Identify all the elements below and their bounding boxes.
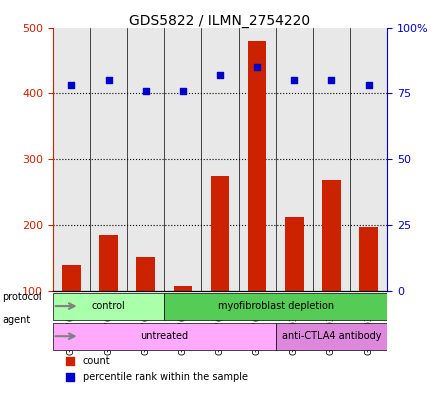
Bar [173, 286, 192, 357]
FancyBboxPatch shape [276, 323, 387, 350]
Bar [285, 217, 304, 357]
FancyBboxPatch shape [164, 292, 387, 320]
Text: untreated: untreated [140, 331, 188, 341]
Text: myofibroblast depletion: myofibroblast depletion [218, 301, 334, 311]
Point [105, 77, 112, 83]
Point [368, 288, 375, 294]
FancyBboxPatch shape [53, 323, 276, 350]
Text: protocol: protocol [2, 292, 42, 302]
Bar [99, 235, 118, 357]
Point [180, 88, 187, 94]
Point [253, 64, 260, 70]
Text: GDS5822 / ILMN_2754220: GDS5822 / ILMN_2754220 [129, 14, 311, 28]
Text: count: count [83, 356, 110, 366]
Point [142, 88, 149, 94]
Text: control: control [92, 301, 125, 311]
Point [291, 77, 298, 83]
Point [328, 77, 335, 83]
Bar [359, 227, 378, 357]
Bar [322, 180, 341, 357]
Text: anti-CTLA4 antibody: anti-CTLA4 antibody [282, 331, 381, 341]
Text: agent: agent [2, 315, 30, 325]
Bar [211, 176, 229, 357]
Bar [62, 264, 81, 357]
Point [365, 83, 372, 89]
FancyBboxPatch shape [53, 292, 164, 320]
Bar [136, 257, 155, 357]
Bar [248, 41, 267, 357]
Text: percentile rank within the sample: percentile rank within the sample [83, 372, 248, 382]
Point [368, 149, 375, 156]
Point [216, 72, 224, 78]
Point [68, 83, 75, 89]
